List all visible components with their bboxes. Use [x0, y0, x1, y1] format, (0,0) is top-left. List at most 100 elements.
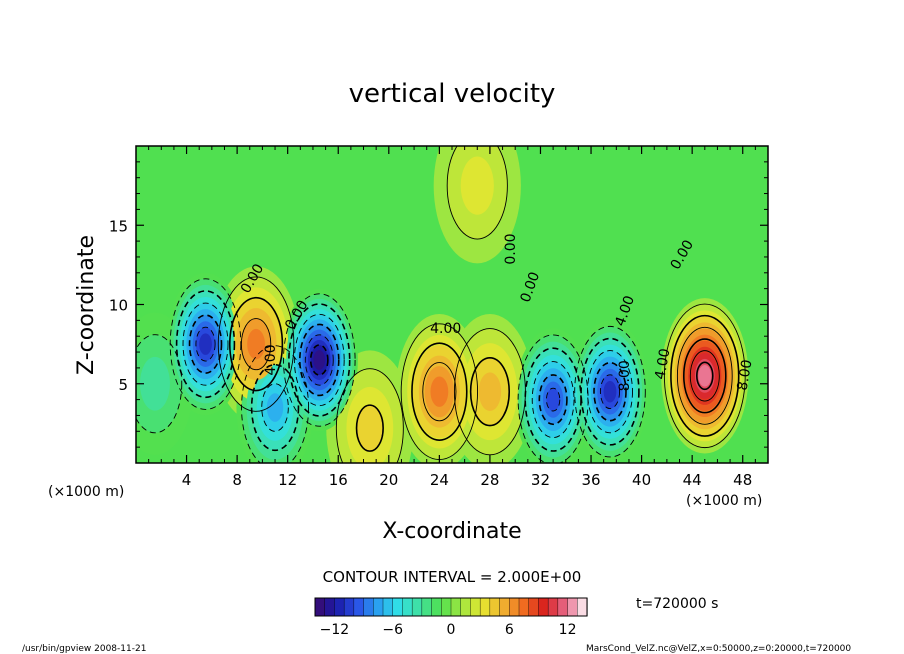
contour-line-0-3 [676, 326, 733, 425]
footer-left: /usr/bin/gpview 2008-11-21 [22, 644, 146, 654]
x-tick-label-24: 24 [430, 471, 449, 489]
colorbar-bin-11 [421, 597, 433, 617]
contour-line-8-2 [250, 363, 300, 452]
field-contour-10--11 [603, 380, 617, 403]
colorbar-tick-label--6: −6 [382, 622, 403, 638]
contour-value-label-10: 4.00 [263, 344, 279, 375]
x-axis-unit-right: (×1000 m) [686, 493, 762, 509]
x-tick-label-4: 4 [182, 471, 192, 489]
colorbar-bin-23 [538, 597, 549, 617]
field-contour-1-7 [430, 376, 449, 407]
colorbar-bin-21 [518, 597, 530, 617]
field-contour-9--10 [546, 388, 560, 411]
contour-line-4-2 [355, 404, 384, 452]
x-axis-unit-left: (×1000 m) [48, 484, 124, 500]
x-tick-label-12: 12 [278, 471, 297, 489]
contour-line-9-3 [531, 361, 575, 439]
x-tick-label-8: 8 [232, 471, 242, 489]
contour-line-1-2 [411, 342, 468, 441]
contour-line-0-2 [670, 314, 740, 437]
colorbar-bin-1 [324, 597, 336, 617]
contour-line-9-4 [538, 374, 568, 426]
colorbar-bin-16 [470, 597, 481, 617]
contour-line-7-3 [293, 313, 345, 407]
footer-right: MarsCond_VelZ.nc@VelZ,x=0:50000,z=0:2000… [586, 644, 851, 654]
x-tick-label-32: 32 [531, 471, 550, 489]
contour-interval-text: CONTOUR INTERVAL = 2.000E+00 [323, 568, 582, 586]
field-contour-7--13 [313, 350, 326, 370]
colorbar-ticks: −12 −6 0 6 12 [320, 622, 577, 638]
colorbar-bin-9 [402, 597, 413, 617]
colorbar-tick-label--12: −12 [320, 622, 350, 638]
colorbar-bin-18 [489, 597, 501, 617]
colorbar-bin-15 [460, 597, 472, 617]
contour-line-0-5 [689, 350, 720, 402]
x-tick-label-44: 44 [683, 471, 702, 489]
contour-line-6-4 [188, 314, 223, 374]
contour-value-label-8: 8.00 [735, 358, 756, 391]
colorbar-bin-26 [567, 597, 578, 617]
x-tick-label-48: 48 [733, 471, 752, 489]
contour-line-5-1 [446, 146, 508, 240]
y-tick-label-10: 10 [109, 297, 128, 315]
contour-line-4-1 [335, 368, 404, 463]
contour-line-3-3 [240, 318, 272, 371]
colorbar-bin-13 [441, 597, 452, 617]
y-tick-label-15: 15 [109, 217, 128, 235]
field-contour-6--11 [199, 333, 212, 355]
x-axis-label: X-coordinate [382, 519, 521, 544]
colorbar-bin-27 [577, 597, 588, 617]
colorbar-frame [314, 597, 588, 617]
field-contour-4-4 [356, 405, 384, 452]
colorbar-bin-25 [557, 597, 569, 617]
contour-line-6-2 [175, 290, 236, 399]
contour-line-7-4 [298, 323, 340, 397]
x-tick-label-20: 20 [379, 471, 398, 489]
contour-line-0-4 [682, 338, 727, 414]
contour-line-6-1 [169, 278, 242, 410]
colorbar-bin-19 [499, 597, 510, 617]
contour-line-0-1 [663, 303, 746, 449]
colorbar-bin-4 [353, 597, 365, 617]
contour-line-2-2 [469, 356, 511, 427]
field-contour-2-5 [478, 372, 502, 411]
colorbar-bin-17 [479, 597, 491, 617]
contour-line-8-3 [261, 383, 289, 432]
contour-line-10-1 [574, 325, 646, 458]
colorbar-bin-0 [314, 597, 326, 617]
contour-line-10-3 [587, 350, 633, 434]
colorbar-tick-label-0: 0 [447, 622, 456, 638]
contour-value-label-9: 8.00 [617, 360, 633, 391]
contour-line-3-1 [217, 276, 295, 412]
colorbar-bin-7 [382, 597, 394, 617]
y-axis-ticks: 5 10 15 [109, 161, 768, 448]
contour-line-10-4 [593, 361, 627, 422]
x-tick-label-16: 16 [329, 471, 348, 489]
x-tick-label-40: 40 [632, 471, 651, 489]
colorbar-bin-2 [334, 597, 345, 617]
colorbar-bin-12 [431, 597, 442, 617]
colorbar-tick-label-6: 6 [505, 622, 514, 638]
x-tick-label-28: 28 [480, 471, 499, 489]
contour-line-7-6 [309, 344, 329, 376]
colorbar-bin-10 [411, 597, 423, 617]
contour-line-11-1 [136, 334, 183, 434]
contour-line-6-5 [195, 326, 216, 362]
colorbar-bin-6 [373, 597, 384, 617]
field-contour-0-12 [698, 365, 712, 387]
colorbar-bin-24 [547, 597, 559, 617]
contour-line-8-1 [241, 345, 309, 463]
y-tick-label-5: 5 [118, 376, 128, 394]
time-label: t=720000 s [636, 596, 718, 612]
x-axis-ticks: 4 8 12 16 20 24 28 32 36 40 44 48 [148, 146, 756, 489]
contour-lines [136, 146, 746, 463]
colorbar [314, 597, 588, 617]
colorbar-bin-5 [363, 597, 374, 617]
field-contour-11--3 [139, 356, 170, 411]
contour-line-7-5 [304, 334, 334, 386]
colorbar-bin-20 [509, 597, 520, 617]
chart-title: vertical velocity [349, 79, 556, 109]
y-axis-label: Z-coordinate [74, 235, 99, 375]
contour-line-7-2 [288, 303, 351, 417]
